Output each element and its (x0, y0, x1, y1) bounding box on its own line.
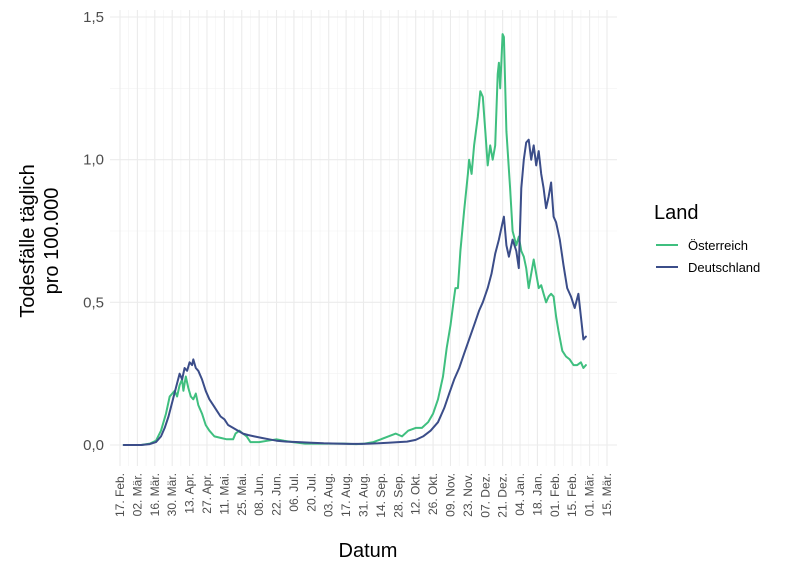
x-tick-label: 17. Aug. (339, 473, 353, 517)
x-tick-label: 11. Mai. (217, 473, 231, 515)
y-tick-label: 1,0 (83, 152, 104, 169)
legend-label: Österreich (688, 238, 748, 253)
x-tick-label: 16. Mär. (148, 473, 162, 516)
legend-items: Österreich Deutschland (656, 238, 760, 275)
x-tick-label: 25. Mai. (235, 473, 249, 516)
x-tick-label: 27. Apr. (200, 473, 214, 514)
grid-minor (110, 10, 617, 466)
x-tick-label: 04. Jan. (513, 473, 527, 516)
x-tick-label: 15. Feb. (565, 473, 579, 517)
legend: Land Österreich Deutschland (654, 202, 760, 275)
y-tick-label: 0,0 (83, 437, 104, 454)
x-tick-label: 21. Dez. (496, 473, 510, 518)
y-axis-title-line-1: Todesfälle täglich (17, 164, 39, 317)
series-lines (122, 33, 587, 446)
x-tick-label: 02. Mär. (130, 473, 144, 516)
x-tick-label: 23. Nov. (461, 473, 475, 517)
x-tick-label: 13. Apr. (183, 473, 197, 514)
x-tick-label: 26. Okt. (426, 473, 440, 515)
y-tick-label: 1,5 (83, 9, 104, 26)
grid-major (110, 10, 617, 466)
x-tick-label: 12. Okt. (409, 473, 423, 515)
y-axis-title-line-2: pro 100.000 (41, 188, 63, 295)
x-tick-label: 18. Jan. (530, 473, 544, 516)
x-tick-label: 17. Feb. (113, 473, 127, 517)
series-line-oesterreich (122, 33, 587, 446)
x-tick-label: 15. Mär. (600, 473, 614, 516)
x-tick-label: 30. Mär. (165, 473, 179, 516)
x-tick-label: 20. Jul. (304, 473, 318, 512)
legend-title: Land (654, 202, 699, 224)
x-tick-label: 09. Nov. (443, 473, 457, 517)
series-line-deutschland (122, 138, 587, 446)
x-tick-label: 08. Jun. (252, 473, 266, 516)
legend-label: Deutschland (688, 260, 760, 275)
x-tick-label: 01. Feb. (548, 473, 562, 517)
y-axis-ticks: 0,0 0,5 1,0 1,5 (83, 9, 104, 454)
x-tick-label: 07. Dez. (478, 473, 492, 518)
x-tick-label: 03. Aug. (322, 473, 336, 517)
x-tick-label: 22. Jun. (270, 473, 284, 516)
x-axis-ticks: 17. Feb. 02. Mär. 16. Mär. 30. Mär. 13. Apr.… (113, 473, 614, 518)
x-tick-label: 01. Mär. (583, 473, 597, 516)
x-axis-title: Datum (339, 540, 398, 562)
x-tick-label: 28. Sep. (391, 473, 405, 518)
x-tick-label: 14. Sep. (374, 473, 388, 518)
y-tick-label: 0,5 (83, 294, 104, 311)
x-tick-label: 06. Jul. (287, 473, 301, 512)
x-tick-label: 31. Aug. (357, 473, 371, 517)
